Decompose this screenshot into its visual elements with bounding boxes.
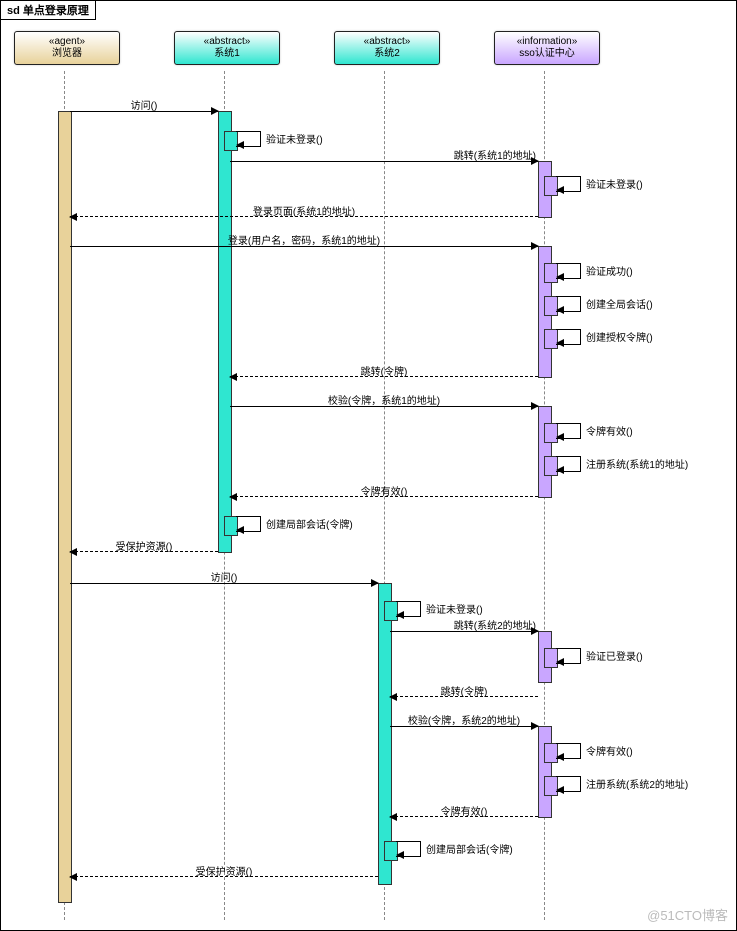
message-label: 访问()	[211, 569, 238, 584]
message-label: 注册系统(系统1的地址)	[586, 456, 688, 471]
message-label: 令牌有效()	[441, 803, 488, 818]
message: 登录(用户名，密码，系统1的地址)	[70, 246, 538, 247]
message-label: 创建局部会话(令牌)	[266, 516, 353, 531]
message-label: 令牌有效()	[361, 483, 408, 498]
message-label: 令牌有效()	[586, 423, 633, 438]
message-label: 校验(令牌，系统2的地址)	[408, 712, 520, 727]
message: 令牌有效()	[390, 816, 538, 818]
participant-sys1: «abstract»系统1	[174, 31, 280, 65]
diagram-title: sd 单点登录原理	[1, 1, 96, 20]
message-label: 创建局部会话(令牌)	[426, 841, 513, 856]
message: 访问()	[70, 583, 378, 584]
message: 跳转(系统2的地址)	[390, 631, 538, 632]
message-label: 访问()	[131, 97, 158, 112]
message-label: 验证未登录()	[426, 601, 483, 616]
message-label: 令牌有效()	[586, 743, 633, 758]
participant-browser: «agent»浏览器	[14, 31, 120, 65]
message: 跳转(令牌)	[230, 376, 538, 378]
activation	[218, 111, 232, 553]
watermark: @51CTO博客	[647, 905, 728, 924]
message-label: 创建授权令牌()	[586, 329, 653, 344]
message: 受保护资源()	[70, 876, 378, 878]
sequence-diagram-frame: sd 单点登录原理 @51CTO博客 «agent»浏览器 «abstract»系…	[0, 0, 737, 931]
message-label: 校验(令牌，系统1的地址)	[328, 392, 440, 407]
message-label: 跳转(系统1的地址)	[454, 147, 536, 162]
activation	[378, 583, 392, 885]
message-label: 注册系统(系统2的地址)	[586, 776, 688, 791]
message: 令牌有效()	[230, 496, 538, 498]
message-label: 受保护资源()	[196, 863, 253, 878]
message-label: 受保护资源()	[116, 538, 173, 553]
message: 跳转(令牌)	[390, 696, 538, 698]
activation	[538, 406, 552, 498]
message: 跳转(系统1的地址)	[230, 161, 538, 162]
activation	[538, 726, 552, 818]
message: 校验(令牌，系统2的地址)	[390, 726, 538, 727]
message-label: 验证未登录()	[586, 176, 643, 191]
message-label: 验证成功()	[586, 263, 633, 278]
message-label: 跳转(系统2的地址)	[454, 617, 536, 632]
message-label: 登录页面(系统1的地址)	[253, 203, 355, 218]
activation	[58, 111, 72, 903]
message-label: 登录(用户名，密码，系统1的地址)	[228, 232, 380, 247]
participant-sso: «information»sso认证中心	[494, 31, 600, 65]
message: 登录页面(系统1的地址)	[70, 216, 538, 218]
message-label: 验证未登录()	[266, 131, 323, 146]
message: 访问()	[70, 111, 218, 112]
message: 受保护资源()	[70, 551, 218, 553]
message-label: 创建全局会话()	[586, 296, 653, 311]
message-label: 验证已登录()	[586, 648, 643, 663]
message-label: 跳转(令牌)	[361, 363, 408, 378]
message-label: 跳转(令牌)	[441, 683, 488, 698]
message: 校验(令牌，系统1的地址)	[230, 406, 538, 407]
participant-sys2: «abstract»系统2	[334, 31, 440, 65]
